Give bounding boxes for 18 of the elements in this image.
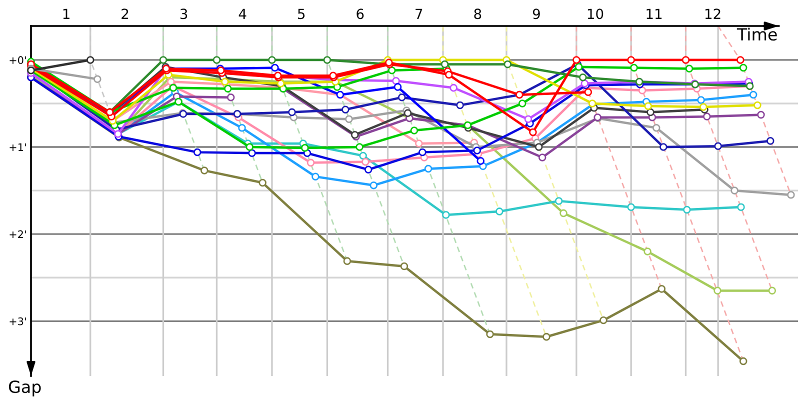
y-tick-label: +1' — [10, 143, 26, 151]
x-tick-label: 9 — [532, 8, 540, 20]
x-tick-label: 8 — [474, 8, 482, 20]
x-tick-label: 1 — [63, 8, 70, 19]
x-tick-label: 11 — [646, 8, 662, 19]
x-tick-label: 12 — [705, 8, 720, 19]
x-tick-label: 2 — [122, 8, 128, 19]
x-tick-label: 5 — [298, 8, 305, 20]
x-axis-title: Time — [736, 28, 777, 41]
y-tick-label: +3' — [10, 317, 26, 326]
y-tick-label: +0' — [10, 56, 26, 64]
x-tick-label: 10 — [588, 8, 604, 20]
y-tick-label: +2' — [10, 230, 26, 238]
y-axis-title: Gap — [8, 380, 41, 396]
x-tick-label: 3 — [180, 8, 188, 20]
x-tick-label: 7 — [416, 8, 422, 19]
x-tick-label: 6 — [356, 8, 364, 20]
x-tick-label: 4 — [238, 8, 246, 19]
